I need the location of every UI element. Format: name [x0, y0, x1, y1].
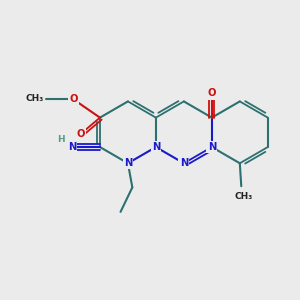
Text: N: N — [124, 158, 132, 168]
Text: CH₃: CH₃ — [26, 94, 44, 103]
Text: O: O — [208, 88, 216, 98]
Text: H: H — [57, 135, 64, 144]
Text: N: N — [152, 142, 160, 152]
Text: N: N — [68, 142, 76, 152]
Text: N: N — [180, 158, 188, 168]
Text: O: O — [69, 94, 78, 104]
Text: CH₃: CH₃ — [235, 191, 253, 200]
Text: N: N — [208, 142, 216, 152]
Text: O: O — [76, 129, 85, 139]
